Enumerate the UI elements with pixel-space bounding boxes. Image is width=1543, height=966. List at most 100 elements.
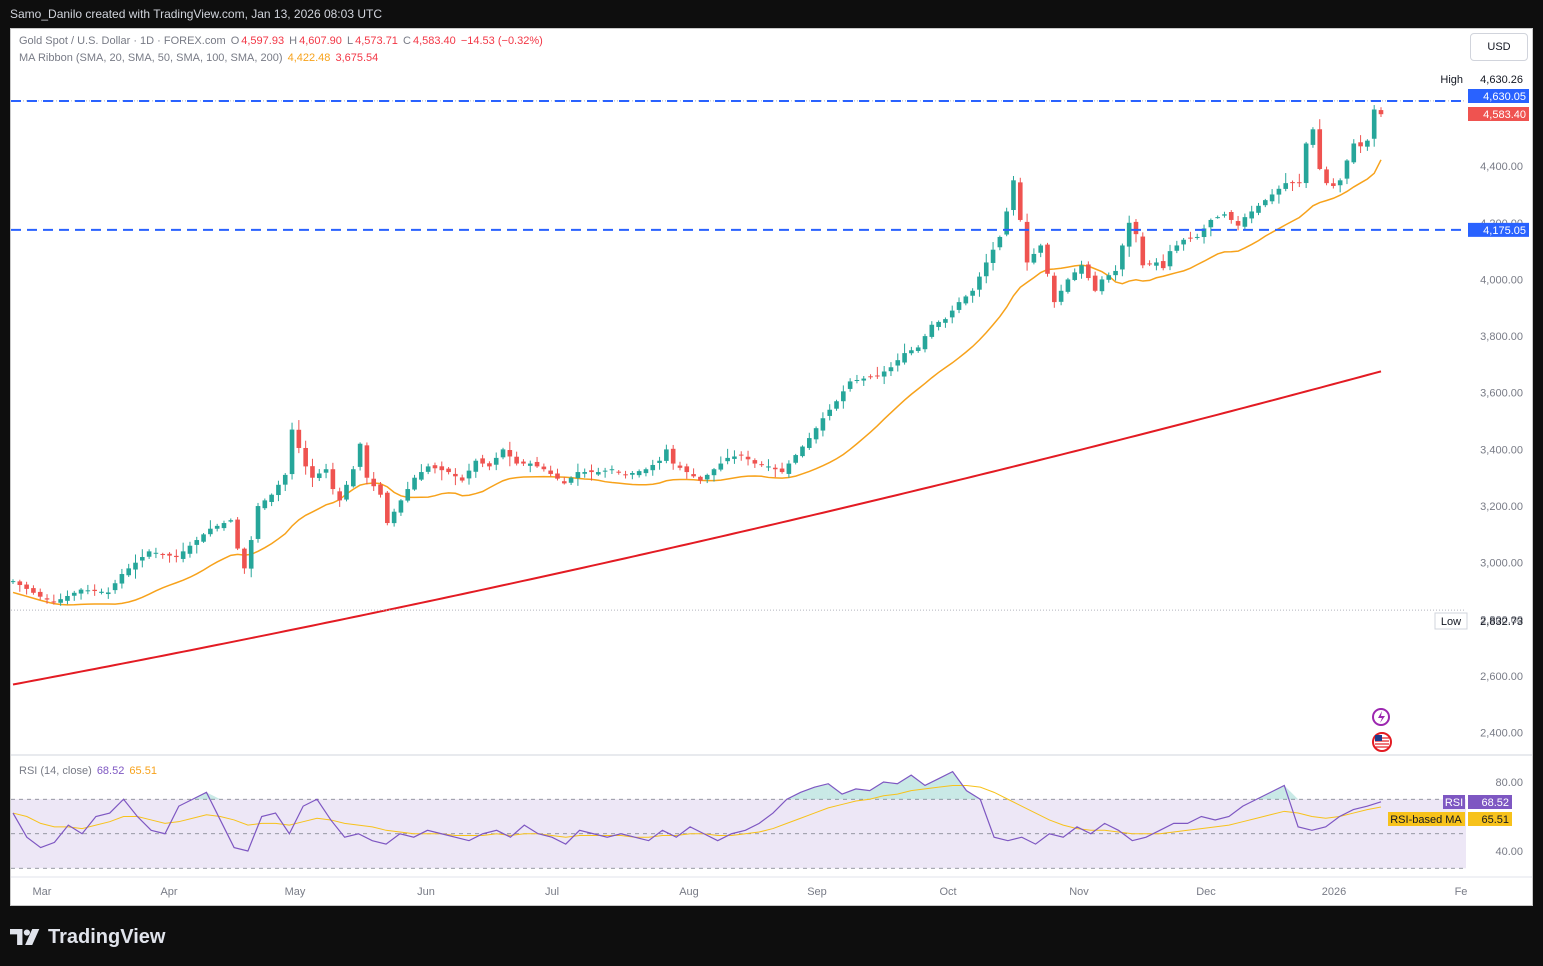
candle: [487, 461, 492, 471]
candle: [432, 462, 438, 474]
ma200-value: 3,675.54: [335, 52, 379, 64]
candle: [936, 320, 941, 331]
candle: [153, 547, 159, 559]
candle: [405, 481, 411, 503]
candle: [943, 317, 948, 328]
candle-body: [1310, 129, 1316, 145]
candle: [282, 473, 288, 492]
candle-body: [453, 473, 458, 477]
candle: [1256, 202, 1261, 216]
candle-body: [616, 471, 622, 473]
candle-body: [316, 473, 322, 479]
candle: [548, 465, 553, 477]
level1-price-tag: 4,630.05: [1483, 91, 1526, 103]
candle: [514, 451, 519, 466]
candle: [92, 584, 97, 596]
candle: [1174, 240, 1180, 254]
candle: [1065, 277, 1071, 294]
candle-body: [936, 321, 941, 327]
candle-body: [949, 310, 955, 318]
candle: [1079, 260, 1084, 279]
candle-body: [1324, 169, 1329, 184]
candle: [861, 376, 867, 386]
candle-body: [1337, 180, 1343, 186]
chart-frame[interactable]: 2,400.00 2,600.00 2,800.00 3,000.00 3,200.00…: [10, 28, 1533, 906]
candle-body: [412, 477, 417, 490]
time-axis-label: Apr: [160, 886, 177, 898]
rsi-tag-value-bg: [1468, 795, 1512, 809]
candle-body: [310, 466, 315, 478]
candle: [1188, 231, 1193, 242]
candle-body: [521, 461, 526, 464]
candle: [119, 568, 125, 589]
candle: [589, 464, 594, 481]
candle: [1099, 276, 1105, 295]
close-value: 4,583.40: [412, 35, 456, 47]
low-label-box: [1434, 612, 1468, 630]
candle-body: [1235, 221, 1241, 226]
candle: [1337, 178, 1343, 193]
flag-canton: [1375, 735, 1382, 741]
candle-body: [378, 484, 383, 495]
brand-name: TradingView: [48, 925, 166, 948]
candle: [330, 462, 336, 495]
candle: [711, 467, 717, 482]
candle-body: [1215, 217, 1220, 219]
candle: [806, 432, 812, 450]
candle: [568, 476, 574, 485]
candle-body: [915, 347, 921, 351]
candle: [459, 474, 465, 483]
candle-body: [1201, 228, 1207, 238]
candle-body: [1133, 221, 1139, 235]
chart-canvas[interactable]: 2,400.00 2,600.00 2,800.00 3,000.00 3,200.00…: [11, 29, 1533, 906]
candle: [1222, 211, 1227, 218]
ma20-line: [12, 159, 1382, 606]
candle-body: [187, 545, 193, 554]
candle: [1072, 268, 1078, 282]
candle-body: [670, 448, 676, 464]
candle-body: [500, 449, 506, 458]
candle: [827, 404, 833, 421]
candle-body: [793, 455, 798, 463]
candle-body: [1126, 222, 1132, 247]
candle-body: [31, 588, 36, 593]
candle: [180, 542, 186, 563]
candle: [85, 584, 91, 595]
candle-body: [1072, 272, 1078, 280]
candle-body: [1167, 251, 1173, 267]
candle-body: [1160, 261, 1166, 269]
candle-body: [806, 438, 812, 448]
time-axis-label: Aug: [679, 886, 699, 898]
candle-body: [1113, 270, 1118, 276]
candle-body: [58, 599, 63, 603]
candle-body: [1256, 205, 1261, 213]
candle-body: [1024, 221, 1030, 263]
candle: [419, 464, 424, 481]
candle: [1147, 260, 1152, 267]
candle: [1317, 119, 1323, 171]
footer-brand: TradingView: [10, 922, 165, 952]
candle: [167, 552, 172, 563]
candle-body: [303, 447, 308, 467]
symbol-name: Gold Spot / U.S. Dollar · 1D · FOREX.com: [19, 35, 226, 47]
candle-body: [922, 336, 928, 350]
candle-body: [1276, 188, 1282, 195]
time-axis-label: Jun: [417, 886, 435, 898]
rsi-label: RSI (14, close): [19, 765, 92, 777]
candle: [1290, 180, 1295, 191]
candle: [1242, 213, 1248, 230]
candle-body: [432, 465, 438, 469]
candle-body: [738, 454, 744, 456]
candle-body: [371, 478, 377, 487]
rsi-ma-value: 65.51: [129, 765, 157, 777]
candle-body: [868, 376, 873, 378]
candle: [881, 366, 887, 385]
candle-body: [956, 302, 962, 310]
currency-button[interactable]: USD: [1470, 33, 1528, 61]
candle: [813, 426, 819, 444]
candle: [1045, 242, 1050, 277]
candle-body: [970, 290, 975, 296]
candle-body: [1086, 264, 1091, 279]
candle-body: [493, 457, 499, 465]
candle: [766, 459, 771, 472]
